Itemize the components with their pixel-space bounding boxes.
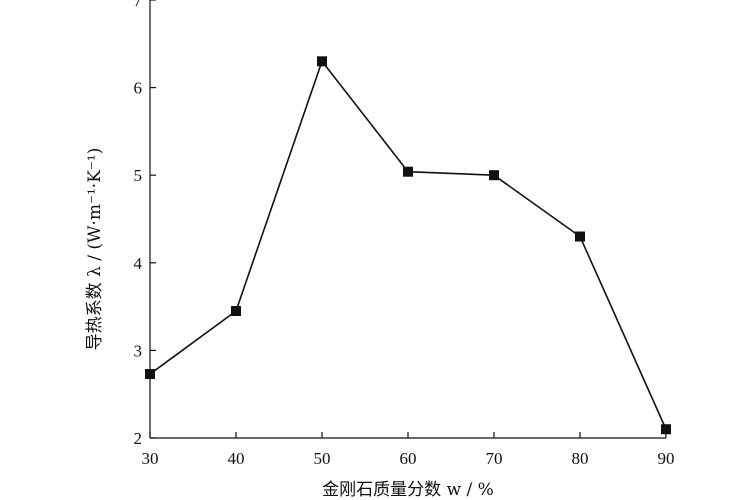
series-layer: [145, 56, 671, 435]
data-point: [489, 170, 499, 181]
x-tick-label: 70: [486, 449, 503, 468]
axes: [149, 0, 666, 439]
data-point: [661, 424, 671, 435]
x-tick-label: 60: [400, 449, 417, 468]
data-point: [317, 56, 327, 67]
data-point: [231, 305, 241, 316]
ticks: 30 40 50 60 70 80 90 2 3 4 5 6 7: [134, 0, 675, 468]
x-tick-label: 40: [228, 449, 245, 468]
y-tick-label: 6: [134, 79, 143, 98]
series-line: [149, 59, 667, 430]
x-tick-label: 80: [572, 449, 589, 468]
y-axis-title: 导热系数 λ / (W·m⁻¹·K⁻¹): [85, 148, 105, 351]
y-tick-label: 4: [134, 254, 143, 273]
y-tick-label: 5: [134, 166, 143, 185]
data-point: [145, 369, 155, 380]
x-tick-label: 90: [658, 449, 675, 468]
y-tick-label: 3: [134, 341, 143, 360]
data-point: [575, 231, 585, 242]
x-tick-label: 50: [314, 449, 331, 468]
y-tick-label: 7: [134, 0, 143, 10]
data-point: [403, 166, 413, 177]
x-tick-label: 30: [142, 449, 159, 468]
y-tick-label: 2: [134, 429, 143, 448]
x-axis-title: 金刚石质量分数 w / %: [322, 480, 494, 500]
